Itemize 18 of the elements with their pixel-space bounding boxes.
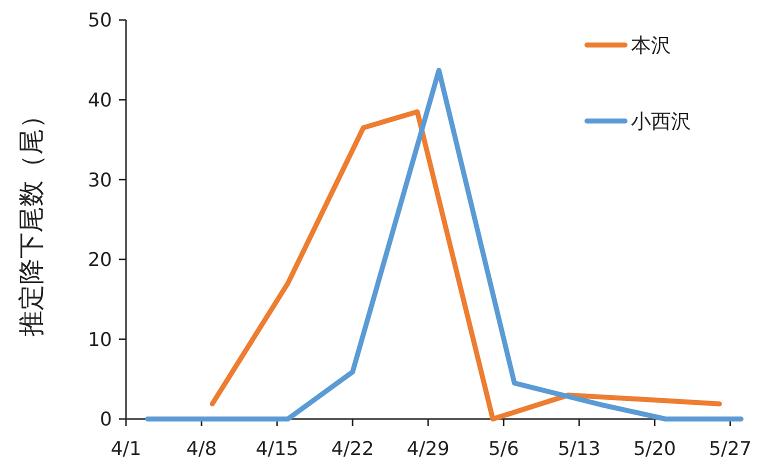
x-tick-label: 4/22 [331,438,374,460]
x-tick-label: 4/1 [110,438,142,460]
y-tick-label: 10 [88,328,112,351]
y-tick-label: 40 [88,89,112,112]
x-tick-label: 4/15 [256,438,298,460]
legend-label: 小西沢 [631,109,691,133]
x-tick-label: 4/29 [406,438,450,460]
y-tick-label: 30 [88,169,112,192]
y-tick-label: 20 [88,249,112,272]
x-tick-label: 5/6 [488,438,519,460]
y-axis-title: 推定降下尾数（尾） [17,102,47,336]
x-tick-label: 4/8 [186,438,217,460]
legend-label: 本沢 [631,33,671,57]
x-tick-label: 5/13 [558,438,600,460]
x-tick-label: 5/20 [633,438,676,460]
y-tick-label: 50 [88,10,112,32]
x-tick-label: 5/27 [708,438,752,460]
y-tick-label: 0 [100,408,112,431]
